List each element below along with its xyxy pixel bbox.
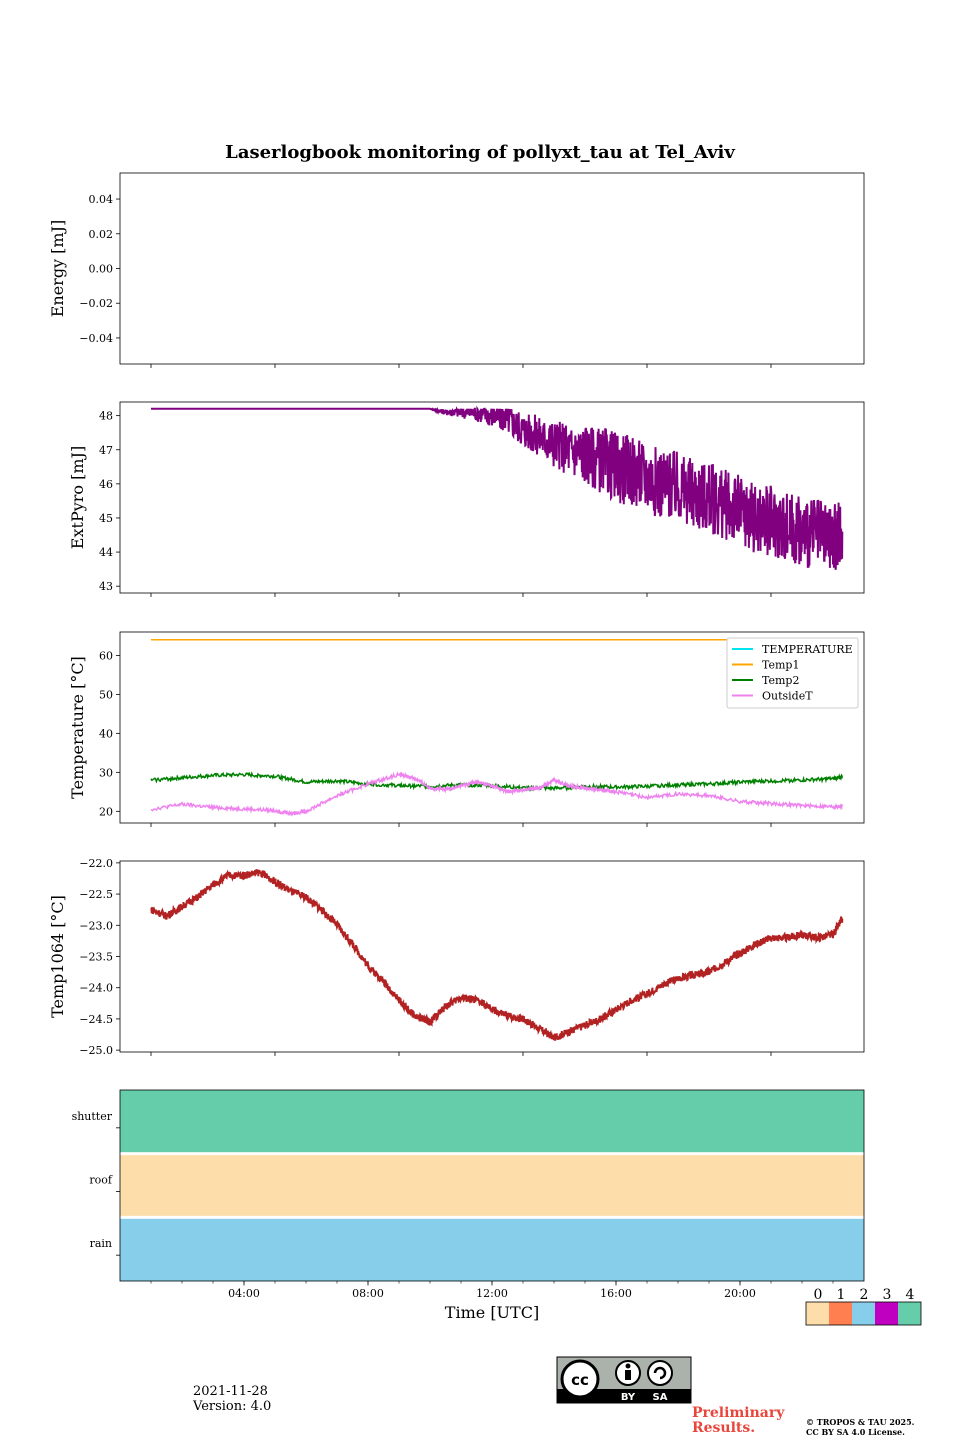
y-tick-label: 50	[99, 688, 113, 701]
x-tick-label: 08:00	[352, 1287, 384, 1300]
x-tick-label: 16:00	[600, 1287, 632, 1300]
colorbar-label-3: 3	[883, 1287, 892, 1303]
y-tick-label: 47	[99, 444, 113, 457]
y-tick-label: −23.0	[79, 919, 113, 932]
panel-5: shutter roof rain 04:00 08:00 12:00 16:00 20:00	[72, 1089, 865, 1300]
status-band-shutter	[120, 1090, 864, 1153]
y-axis-label: Energy [mJ]	[48, 220, 67, 318]
x-tick-label: 04:00	[228, 1287, 260, 1300]
y-tick-label: 0.04	[89, 193, 114, 206]
y-tick-label: −25.0	[79, 1044, 113, 1057]
y-tick-label: 20	[99, 805, 113, 818]
series-line-temp2	[150, 771, 843, 793]
y-axis-label: ExtPyro [mJ]	[68, 446, 87, 549]
y-tick-label: −0.02	[79, 297, 113, 310]
panel-4: −22.0 −22.5 −23.0 −23.5 −24.0 −24.5 −25.0 Temp1…	[48, 857, 865, 1057]
y-tick-label: 0.02	[89, 228, 114, 241]
colorbar-label-2: 2	[860, 1287, 869, 1303]
y-tick-label: 45	[99, 512, 113, 525]
panel-1: 0.04 0.02 0.00 −0.02 −0.04 Energy [mJ]	[48, 172, 865, 368]
footer-info: 2021-11-28 Version: 4.0	[193, 1384, 271, 1414]
y-tick-label: 30	[99, 766, 113, 779]
y-tick-label: −22.0	[79, 857, 113, 870]
colorbar-frame	[805, 1301, 922, 1326]
x-tick-label: 20:00	[724, 1287, 756, 1300]
panel-2: 48 47 46 45 44 43 ExtPyro [mJ]	[68, 401, 865, 597]
y-tick-label: 40	[99, 727, 113, 740]
colorbar-swatch-1	[829, 1302, 852, 1325]
axes-frame	[119, 860, 865, 1053]
y-tick-label: 48	[99, 410, 113, 423]
series-line-panel2	[151, 405, 844, 570]
sa-label: SA	[653, 1392, 668, 1403]
by-label: BY	[621, 1392, 636, 1403]
colorbar-label-1: 1	[837, 1287, 846, 1303]
colorbar-swatch-3	[875, 1302, 898, 1325]
colorbar-label-4: 4	[906, 1287, 915, 1303]
cc-icon	[560, 1359, 600, 1399]
panel-3: 60 50 40 30 20 Temperature [°C] TEMPERATURE Tem…	[68, 631, 865, 827]
y-axis-label: Temperature [°C]	[68, 656, 87, 799]
y-tick-label: −23.5	[79, 951, 113, 964]
sa-icon	[647, 1360, 673, 1386]
copyright-note: © TROPOS & TAU 2025. CC BY SA 4.0 Licens…	[806, 1417, 914, 1437]
series-line-outsidet	[150, 771, 844, 817]
figure-title: Laserlogbook monitoring of pollyxt_tau a…	[225, 142, 735, 163]
colorbar-swatch-2	[852, 1302, 875, 1325]
row-label-shutter: shutter	[72, 1110, 113, 1123]
x-axis-label: Time [UTC]	[445, 1303, 539, 1322]
legend-label: OutsideT	[762, 690, 813, 703]
row-label-roof: roof	[89, 1174, 113, 1187]
preliminary-note: Preliminary Results.	[692, 1406, 784, 1436]
colorbar-swatch-4	[898, 1302, 921, 1325]
svg-text:cc: cc	[571, 1371, 589, 1389]
y-axis-label: Temp1064 [°C]	[48, 895, 67, 1018]
y-tick-label: 0.00	[89, 263, 114, 276]
preliminary-line-2: Results.	[692, 1420, 756, 1436]
series-line-panel4	[150, 869, 844, 1041]
date-label: 2021-11-28	[193, 1384, 268, 1399]
y-tick-label: −24.5	[79, 1013, 113, 1026]
colorbar-label-0: 0	[814, 1287, 823, 1303]
row-label-rain: rain	[90, 1237, 112, 1250]
y-tick-label: −0.04	[79, 332, 113, 345]
x-tick-label: 12:00	[476, 1287, 508, 1300]
axes-frame	[119, 631, 865, 824]
y-tick-label: −24.0	[79, 982, 113, 995]
colorbar-swatch-0	[806, 1302, 829, 1325]
legend-label: Temp2	[762, 674, 799, 687]
legend-label: Temp1	[762, 659, 799, 672]
copyright-line-1: © TROPOS & TAU 2025.	[806, 1417, 915, 1427]
y-tick-label: −22.5	[79, 888, 113, 901]
y-tick-label: 44	[99, 546, 113, 559]
legend-label: TEMPERATURE	[762, 643, 853, 656]
version-label: Version: 4.0	[193, 1399, 272, 1414]
status-band-rain	[120, 1218, 864, 1281]
y-tick-label: 46	[99, 478, 113, 491]
axes-frame	[119, 172, 865, 365]
legend: TEMPERATURE Temp1 Temp2 OutsideT	[726, 637, 859, 709]
y-tick-label: 43	[99, 580, 113, 593]
y-tick-label: 60	[99, 649, 113, 662]
axes-frame	[119, 401, 865, 594]
cc-license-badge: cc BY SA	[556, 1356, 692, 1404]
preliminary-line-1: Preliminary	[692, 1405, 785, 1421]
copyright-line-2: CC BY SA 4.0 License.	[806, 1427, 905, 1437]
status-band-roof	[120, 1155, 864, 1216]
legend-box	[726, 637, 859, 709]
